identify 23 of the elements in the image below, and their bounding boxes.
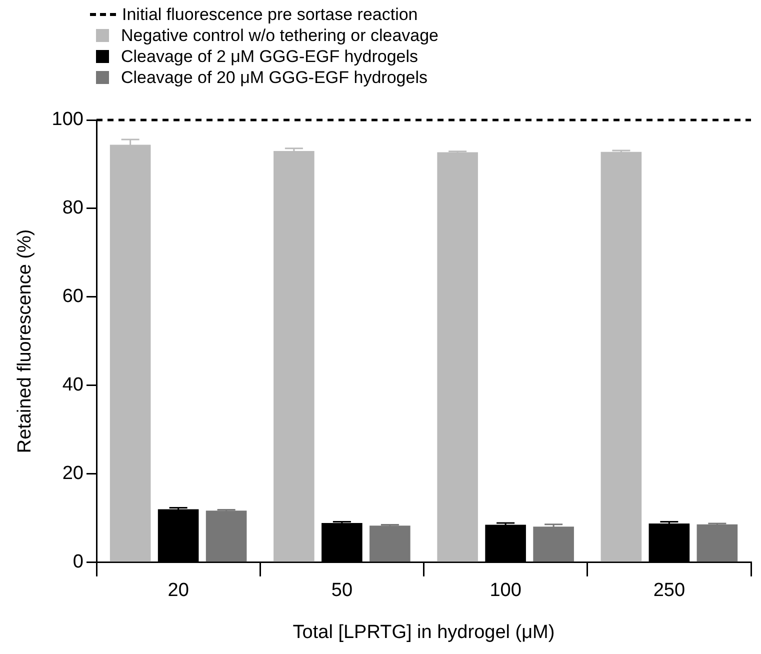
bar [274,150,314,562]
y-tick-label: 100 [52,109,84,130]
bar [437,152,478,562]
y-tick-label: 80 [62,198,84,219]
x-tick-label: 250 [653,580,686,602]
bar [206,510,247,562]
y-tick-label: 40 [62,374,84,396]
x-axis-title: Total [LPRTG] in hydrogel (μM) [292,622,555,643]
legend-label: Initial fluorescence pre sortase reaction [121,4,419,25]
legend-label: Cleavage of 20 μM GGG-EGF hydrogels [120,67,428,88]
bar [600,152,642,562]
x-tick-label: 20 [168,580,189,602]
y-tick-label: 20 [62,463,84,484]
bar [370,526,410,562]
y-tick-label: 0 [72,552,84,573]
legend-label: Negative control w/o tethering or cleavage [120,25,439,46]
x-tick-label: 50 [331,580,353,602]
bar [533,526,574,562]
y-axis-title: Retained fluorescence (%) [14,229,36,454]
legend-label: Cleavage of 2 μM GGG-EGF hydrogels [120,46,420,67]
x-tick-label: 100 [490,580,522,602]
y-tick-label: 60 [62,286,84,308]
bar [696,524,738,562]
